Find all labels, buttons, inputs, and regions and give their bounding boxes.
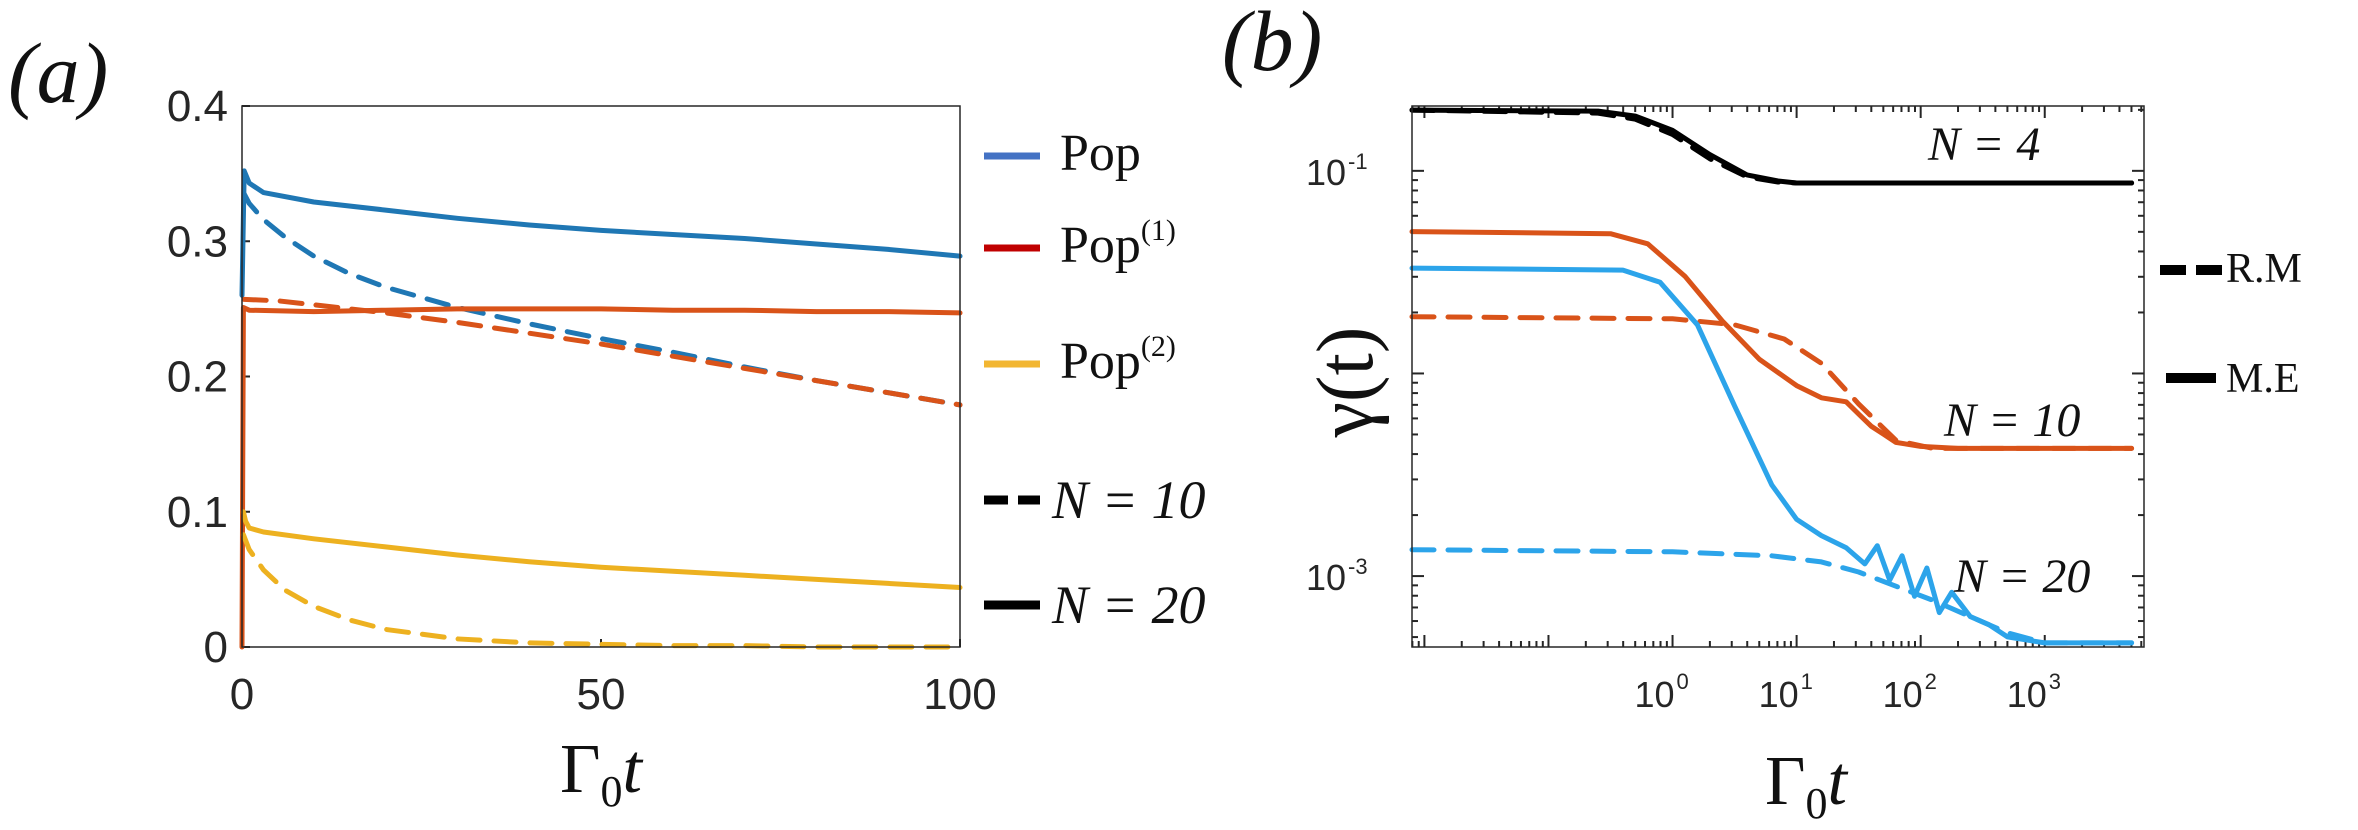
a-ytick-label: 0.4 bbox=[167, 82, 228, 131]
b-xtick-exponent: 2 bbox=[1925, 669, 1937, 694]
a-line-pop-2-n-10 bbox=[240, 532, 963, 650]
legend-label-n10: N = 10 bbox=[1051, 470, 1205, 530]
a-line-pop-1-n-20 bbox=[239, 305, 963, 650]
panel-a: (a) 0 0.1 0.2 0.3 0.4 0 50 100 Γ0t Pop Pop(1) P… bbox=[8, 25, 1205, 816]
panel-b-ticks: 10 -110 -310 0 10 1 10 2 10 3 bbox=[1306, 106, 2144, 715]
a-xtick-label: 50 bbox=[577, 670, 626, 719]
legend-label-me: M.E bbox=[2226, 356, 2300, 402]
panel-a-ticks: 0 0.1 0.2 0.3 0.4 0 50 100 bbox=[167, 82, 997, 719]
b-line-n-20-r-m bbox=[1409, 547, 2135, 646]
annotation-n10: N = 10 bbox=[1943, 394, 2080, 447]
panel-b-legend: R.M M.E bbox=[2160, 246, 2302, 402]
panel-b-ylabel: γ(t) bbox=[1302, 327, 1390, 439]
panel-b: (b) γ(t) 10 -110 -310 0 10 1 10 2 10 3 Γ0t N = 4 … bbox=[1222, 0, 2302, 828]
legend-label-rm: R.M bbox=[2226, 246, 2302, 292]
legend-label-pop: Pop bbox=[1060, 125, 1141, 182]
panel-a-legend: Pop Pop(1) Pop(2) N = 10 N = 20 bbox=[984, 125, 1205, 635]
b-line-n-4-r-m bbox=[1409, 107, 2135, 186]
a-ytick-label: 0.2 bbox=[167, 353, 228, 402]
panel-b-frame bbox=[1411, 105, 2145, 648]
b-line-n-10-r-m bbox=[1409, 314, 2135, 451]
a-ytick-label: 0.3 bbox=[167, 217, 228, 266]
annotation-n20: N = 20 bbox=[1953, 550, 2090, 603]
a-line-pop-n-20 bbox=[239, 168, 963, 298]
legend-label-pop2: Pop(2) bbox=[1060, 330, 1176, 390]
panel-a-frame bbox=[241, 105, 961, 648]
a-line-pop-2-n-20 bbox=[240, 509, 963, 590]
b-ytick-label: 10 bbox=[1306, 557, 1346, 598]
panel-a-label: (a) bbox=[8, 25, 108, 121]
legend-label-pop1: Pop(1) bbox=[1060, 214, 1176, 274]
panel-b-xlabel: Γ0t bbox=[1765, 743, 1848, 828]
b-xtick-label: 10 bbox=[1883, 674, 1923, 715]
panel-a-xlabel: Γ0t bbox=[560, 731, 643, 816]
b-xtick-label: 10 bbox=[1759, 674, 1799, 715]
panel-b-lines bbox=[1409, 107, 2135, 646]
a-xtick-label: 100 bbox=[923, 670, 996, 719]
b-ytick-label: 10 bbox=[1306, 152, 1346, 193]
b-xtick-label: 10 bbox=[1634, 674, 1674, 715]
b-xtick-label: 10 bbox=[2007, 674, 2047, 715]
panel-a-lines bbox=[239, 168, 963, 650]
b-xtick-exponent: 0 bbox=[1677, 669, 1689, 694]
b-xtick-exponent: 3 bbox=[2049, 669, 2061, 694]
legend-label-n20: N = 20 bbox=[1051, 575, 1205, 635]
a-xtick-label: 0 bbox=[230, 670, 254, 719]
a-line-pop-1-n-10 bbox=[241, 296, 963, 408]
b-xtick-exponent: 1 bbox=[1801, 669, 1813, 694]
panel-b-label: (b) bbox=[1222, 0, 1322, 89]
b-ytick-exponent: -3 bbox=[1348, 554, 1368, 579]
a-line-pop-n-10 bbox=[241, 191, 963, 408]
a-ytick-label: 0.1 bbox=[167, 488, 228, 537]
a-ytick-label: 0 bbox=[204, 623, 228, 672]
b-ytick-exponent: -1 bbox=[1348, 149, 1368, 174]
annotation-n4: N = 4 bbox=[1927, 118, 2040, 171]
